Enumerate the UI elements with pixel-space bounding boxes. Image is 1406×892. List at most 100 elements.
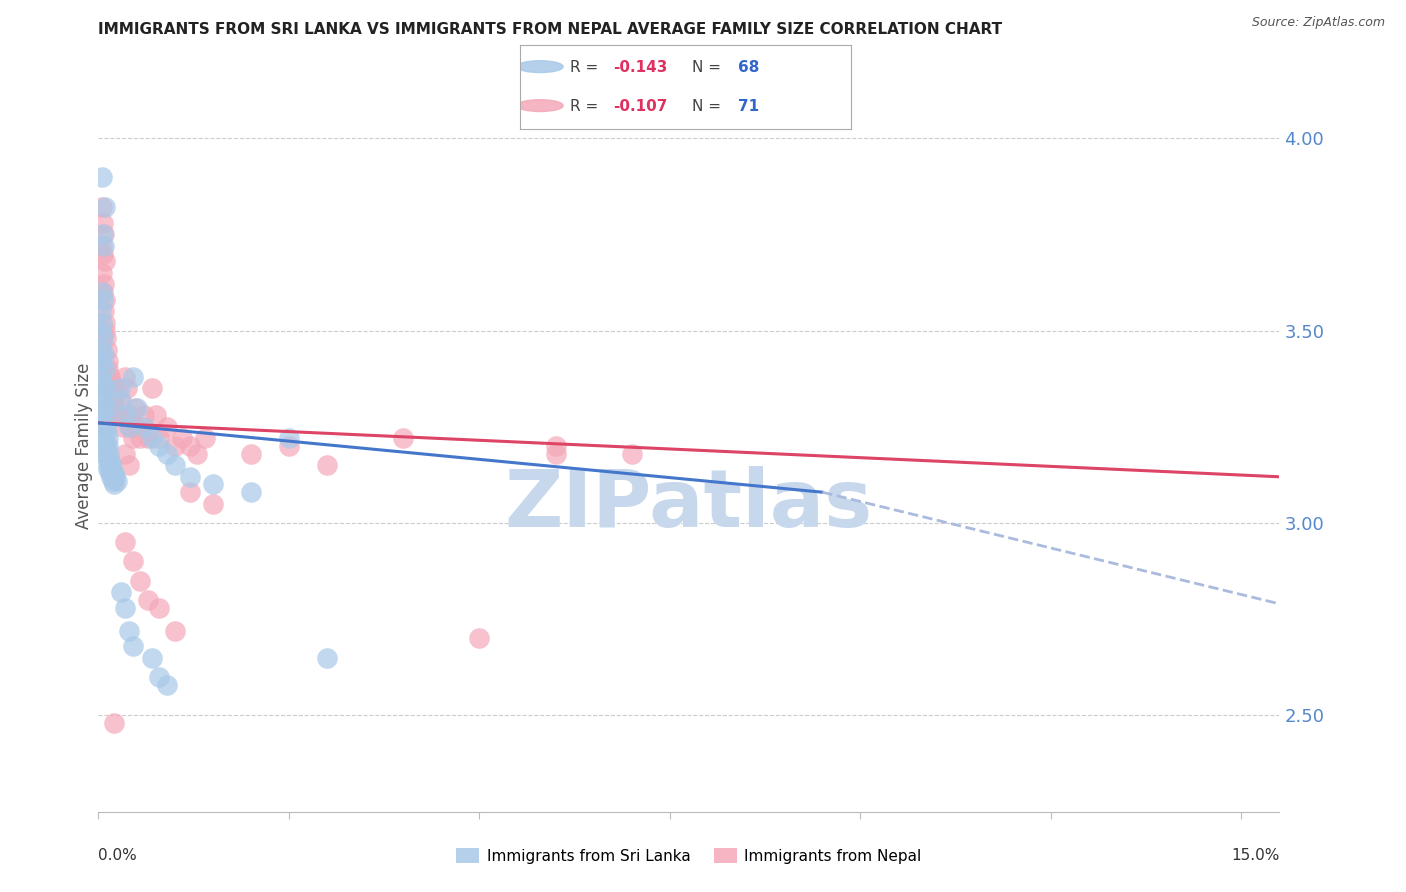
Point: [91, 266, 114, 280]
Point: [156, 419, 179, 434]
Point: [110, 408, 132, 422]
Point: [201, 477, 224, 491]
Point: [141, 650, 163, 665]
Point: [134, 408, 156, 422]
Point: [121, 431, 143, 445]
Point: [93, 316, 115, 330]
Point: [101, 392, 124, 407]
Point: [91, 377, 114, 392]
Point: [97, 354, 120, 368]
Point: [104, 408, 127, 422]
Point: [121, 554, 143, 568]
Text: -0.107: -0.107: [613, 99, 666, 114]
Point: [90, 389, 112, 403]
Point: [90, 369, 112, 384]
Point: [94, 419, 117, 434]
Point: [100, 470, 122, 484]
Point: [277, 439, 299, 453]
Point: [103, 477, 125, 491]
Point: [93, 304, 115, 318]
Point: [101, 392, 124, 407]
Point: [91, 354, 114, 368]
Point: [93, 392, 115, 407]
Point: [107, 474, 129, 488]
Text: N =: N =: [692, 99, 725, 114]
Point: [118, 458, 141, 473]
Point: [620, 447, 643, 461]
Point: [136, 431, 159, 445]
Point: [148, 670, 170, 684]
Point: [111, 419, 134, 434]
Point: [134, 419, 156, 434]
Point: [94, 439, 117, 453]
Point: [101, 462, 124, 476]
Point: [163, 624, 186, 638]
Point: [100, 381, 122, 395]
Point: [148, 431, 170, 445]
Point: [121, 369, 143, 384]
Point: [129, 574, 152, 588]
Point: [93, 431, 115, 445]
Text: N =: N =: [692, 60, 725, 75]
Point: [101, 474, 124, 488]
Point: [103, 466, 125, 480]
Point: [120, 419, 142, 434]
Y-axis label: Average Family Size: Average Family Size: [75, 363, 93, 529]
Point: [93, 200, 115, 214]
Point: [468, 632, 491, 646]
Point: [107, 381, 129, 395]
Text: 68: 68: [738, 60, 759, 75]
Point: [93, 239, 115, 253]
Point: [277, 431, 299, 445]
Point: [103, 716, 125, 731]
Point: [91, 293, 114, 307]
Point: [93, 254, 115, 268]
Point: [91, 285, 114, 299]
Point: [148, 439, 170, 453]
Point: [239, 485, 262, 500]
Point: [129, 431, 152, 445]
Point: [91, 246, 114, 260]
Point: [544, 439, 567, 453]
Point: [94, 324, 117, 338]
Point: [141, 431, 163, 445]
Point: [96, 343, 118, 357]
Point: [98, 466, 121, 480]
Point: [118, 419, 141, 434]
Point: [114, 600, 136, 615]
Point: [97, 362, 120, 376]
Point: [125, 401, 148, 415]
Text: R =: R =: [569, 99, 603, 114]
Point: [91, 316, 114, 330]
Point: [100, 458, 122, 473]
Point: [100, 381, 122, 395]
Point: [179, 439, 201, 453]
Point: [91, 216, 114, 230]
Point: [97, 458, 120, 473]
Point: [117, 381, 139, 395]
Circle shape: [517, 61, 564, 72]
Point: [91, 331, 114, 345]
Text: 15.0%: 15.0%: [1232, 848, 1279, 863]
Point: [93, 362, 115, 376]
Text: ZIPatlas: ZIPatlas: [505, 466, 873, 543]
Point: [114, 447, 136, 461]
Point: [110, 392, 132, 407]
Point: [156, 447, 179, 461]
Point: [96, 424, 118, 438]
Point: [392, 431, 415, 445]
Point: [94, 293, 117, 307]
Text: Source: ZipAtlas.com: Source: ZipAtlas.com: [1251, 16, 1385, 29]
Point: [118, 408, 141, 422]
Point: [103, 401, 125, 415]
Point: [194, 431, 217, 445]
Point: [156, 678, 179, 692]
Point: [201, 497, 224, 511]
Point: [114, 408, 136, 422]
Point: [114, 535, 136, 549]
Point: [93, 227, 115, 242]
Point: [91, 416, 114, 430]
Point: [91, 239, 114, 253]
Point: [93, 408, 115, 422]
Point: [114, 369, 136, 384]
